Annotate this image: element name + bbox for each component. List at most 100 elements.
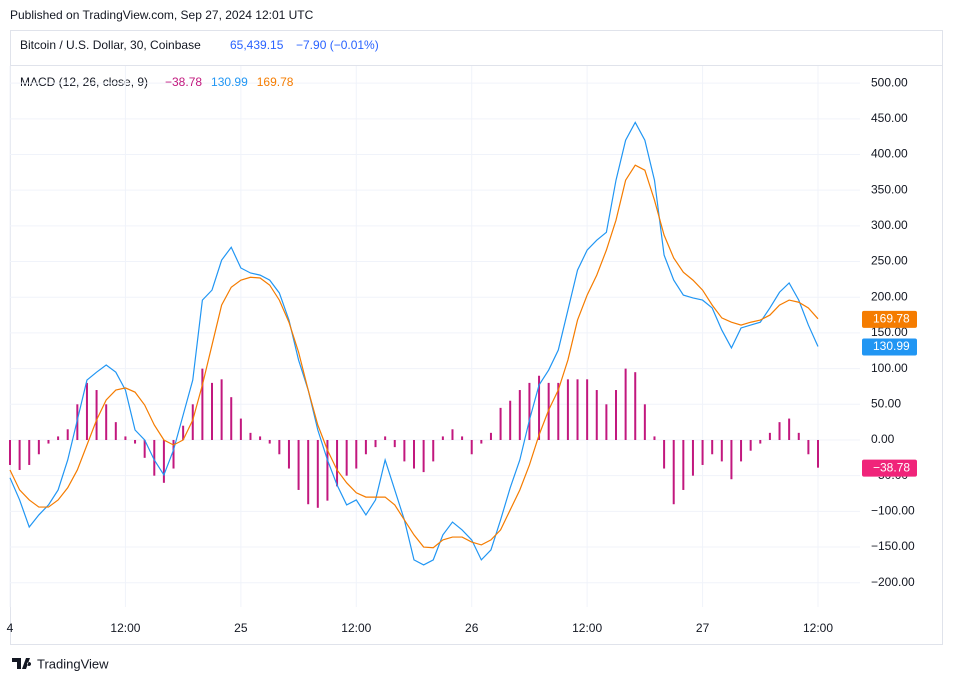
price-badge-label: 130.99: [873, 339, 910, 353]
y-tick-label: 450.00: [871, 111, 908, 125]
histogram-bar: [95, 390, 98, 440]
histogram-bar: [384, 436, 387, 440]
histogram-bar: [336, 439, 339, 487]
x-tick-label: 12:00: [572, 621, 602, 635]
histogram-bar: [730, 439, 733, 480]
histogram-bar: [643, 404, 646, 440]
histogram-bar: [480, 439, 483, 444]
histogram-bar: [153, 439, 156, 476]
y-tick-label: 200.00: [871, 289, 908, 303]
y-tick-label: 500.00: [871, 75, 908, 89]
histogram-bar: [778, 422, 781, 440]
price-badge: [862, 459, 917, 477]
y-tick-label: 150.00: [871, 325, 908, 339]
histogram-bar: [124, 436, 127, 440]
y-tick-label: 400.00: [871, 147, 908, 161]
histogram-bar: [307, 439, 310, 505]
histogram-bar: [326, 439, 329, 501]
x-tick-label: 12:00: [110, 621, 140, 635]
histogram-bar: [586, 379, 589, 440]
histogram-bar: [37, 439, 40, 455]
x-tick-label: 27: [696, 621, 710, 635]
legend-value: 169.78: [257, 75, 294, 89]
histogram-bar: [797, 432, 800, 440]
histogram-bar: [268, 439, 271, 444]
histogram-bar: [249, 432, 252, 440]
histogram-bar: [230, 397, 233, 440]
histogram-bar: [470, 439, 473, 455]
histogram-bar: [691, 439, 694, 476]
histogram-bar: [509, 400, 512, 440]
histogram-bar: [162, 439, 165, 483]
chart-frame: [10, 30, 943, 645]
histogram-bar: [316, 439, 319, 508]
symbol-change: −7.90 (−0.01%): [296, 38, 379, 52]
y-tick-label: 0.00: [871, 432, 895, 446]
histogram-bar: [451, 429, 454, 440]
histogram-bar: [355, 439, 358, 469]
histogram-bar: [817, 439, 819, 468]
histogram-bar: [461, 436, 464, 440]
legend-value: 130.99: [211, 75, 248, 89]
price-badge: [862, 338, 917, 356]
symbol-price: 65,439.15: [230, 38, 284, 52]
brand-logo: [12, 658, 32, 669]
histogram-bar: [85, 382, 88, 440]
histogram-bar: [720, 439, 723, 462]
histogram-bar: [711, 439, 714, 455]
histogram-bar: [105, 404, 108, 440]
x-tick-label: 4: [7, 621, 14, 635]
histogram-bar: [182, 425, 185, 440]
histogram-bar: [759, 439, 762, 444]
x-tick-label: 12:00: [341, 621, 371, 635]
histogram-bar: [393, 439, 396, 448]
x-tick-label: 12:00: [803, 621, 833, 635]
histogram-bar: [499, 407, 502, 440]
histogram-bar: [566, 379, 569, 440]
histogram-bar: [788, 418, 791, 440]
histogram-bar: [672, 439, 675, 505]
symbol-name: Bitcoin / U.S. Dollar, 30, Coinbase: [20, 38, 201, 52]
histogram-bar: [634, 372, 637, 440]
histogram-bar: [345, 439, 348, 476]
y-tick-label: −150.00: [871, 539, 915, 553]
published-note: Published on TradingView.com, Sep 27, 20…: [10, 8, 314, 22]
histogram-bar: [489, 432, 492, 440]
y-tick-label: 100.00: [871, 361, 908, 375]
histogram-bar: [114, 422, 117, 440]
histogram-bar: [374, 439, 377, 448]
histogram-bar: [663, 439, 666, 469]
histogram-bar: [66, 429, 69, 440]
indicator-title: MACD (12, 26, close, 9): [20, 75, 148, 89]
histogram-bar: [422, 439, 425, 473]
histogram-bar: [615, 390, 617, 440]
histogram-bar: [538, 375, 541, 440]
histogram-bar: [278, 439, 281, 455]
histogram-bar: [134, 439, 137, 444]
legend-value: −38.78: [165, 75, 202, 89]
histogram-bar: [9, 439, 11, 465]
y-tick-label: −100.00: [871, 504, 915, 518]
histogram-bar: [143, 439, 146, 458]
histogram-bar: [57, 436, 60, 440]
price-badge-label: 169.78: [873, 311, 910, 325]
series-line: [9, 164, 819, 549]
price-badge-label: −38.78: [873, 460, 910, 474]
histogram-bar: [557, 382, 560, 440]
histogram-bar: [287, 439, 290, 469]
histogram-bar: [595, 390, 598, 440]
histogram-bar: [740, 439, 743, 462]
histogram-bar: [211, 382, 213, 440]
price-badge: [862, 310, 917, 328]
histogram-bar: [259, 436, 262, 440]
histogram-bar: [18, 439, 21, 470]
histogram-bar: [701, 439, 704, 465]
histogram-bar: [413, 439, 415, 469]
histogram-bar: [28, 439, 31, 465]
histogram-bar: [191, 404, 194, 440]
histogram-bar: [403, 439, 406, 462]
histogram-bar: [297, 439, 300, 490]
brand-name: TradingView: [37, 656, 109, 671]
histogram-bar: [220, 379, 223, 440]
